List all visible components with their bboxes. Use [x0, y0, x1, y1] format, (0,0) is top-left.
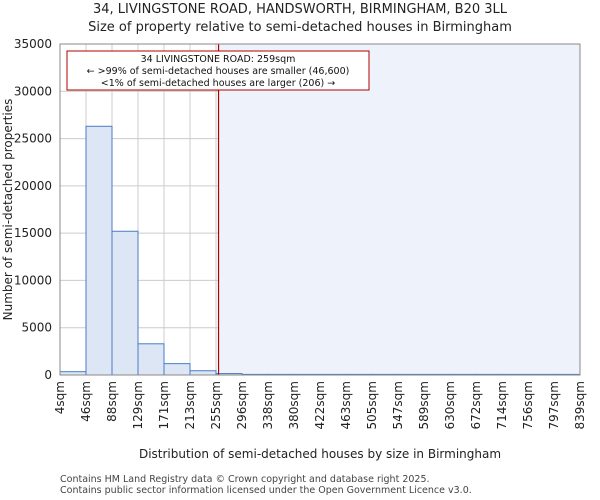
x-tick-label: 338sqm: [261, 381, 275, 429]
chart-subtitle: Size of property relative to semi-detach…: [88, 20, 512, 35]
x-tick-label: 839sqm: [573, 381, 587, 429]
x-tick-label: 422sqm: [313, 381, 327, 429]
x-tick-label: 296sqm: [235, 381, 249, 429]
footer-licence: Contains public sector information licen…: [60, 485, 472, 496]
x-tick-label: 463sqm: [339, 381, 353, 429]
annotation-line-1: 34 LIVINGSTONE ROAD: 259sqm: [141, 54, 296, 65]
x-axis-label: Distribution of semi-detached houses by …: [139, 447, 501, 461]
chart-title: 34, LIVINGSTONE ROAD, HANDSWORTH, BIRMIN…: [92, 2, 508, 17]
annotation-line-3: <1% of semi-detached houses are larger (…: [101, 78, 335, 89]
histogram-bar: [163, 363, 191, 376]
x-tick-label: 589sqm: [417, 381, 431, 429]
y-tick-label: 15000: [14, 226, 52, 240]
y-axis-label: Number of semi-detached properties: [1, 99, 15, 321]
y-tick-label: 30000: [14, 84, 52, 98]
x-axis-ticks: 4sqm 46sqm 88sqm 129sqm 171sqm 213sqm 255sqm 29…: [53, 381, 587, 429]
annotation-box: 34 LIVINGSTONE ROAD: 259sqm ← >99% of se…: [66, 50, 370, 91]
x-tick-label: 171sqm: [157, 381, 171, 429]
footer-copyright: Contains HM Land Registry data © Crown c…: [60, 474, 430, 485]
x-tick-label: 46sqm: [79, 381, 93, 422]
x-tick-label: 255sqm: [209, 381, 223, 429]
histogram-bar: [189, 370, 217, 376]
y-tick-label: 25000: [14, 132, 52, 146]
y-tick-label: 10000: [14, 273, 52, 287]
plot-frame: [59, 43, 581, 376]
x-tick-label: 672sqm: [469, 381, 483, 429]
larger-region-highlight: [218, 44, 580, 375]
x-tick-label: 756sqm: [521, 381, 535, 429]
x-tick-label: 505sqm: [365, 381, 379, 429]
y-axis-ticks: 0 5000 10000 15000 20000 25000 30000 35000: [14, 37, 52, 382]
x-tick-label: 714sqm: [495, 381, 509, 429]
y-tick-label: 5000: [21, 321, 52, 335]
x-tick-label: 630sqm: [443, 381, 457, 429]
y-tick-label: 0: [44, 368, 52, 382]
bars: [59, 125, 581, 376]
y-tick-label: 35000: [14, 37, 52, 51]
annotation-border: [66, 50, 370, 91]
x-tick-label: 380sqm: [287, 381, 301, 429]
x-tick-label: 547sqm: [391, 381, 405, 429]
x-tick-label: 129sqm: [131, 381, 145, 429]
histogram-chart: 34 LIVINGSTONE ROAD: 259sqm ← >99% of se…: [1, 37, 587, 461]
x-tick-label: 797sqm: [547, 381, 561, 429]
histogram-bar: [111, 230, 139, 376]
y-tick-label: 20000: [14, 179, 52, 193]
x-tick-label: 4sqm: [53, 381, 67, 414]
x-tick-label: 88sqm: [105, 381, 119, 422]
x-tick-label: 213sqm: [183, 381, 197, 429]
histogram-bar: [85, 125, 113, 376]
histogram-bar: [137, 343, 165, 376]
annotation-line-2: ← >99% of semi-detached houses are small…: [87, 66, 350, 77]
